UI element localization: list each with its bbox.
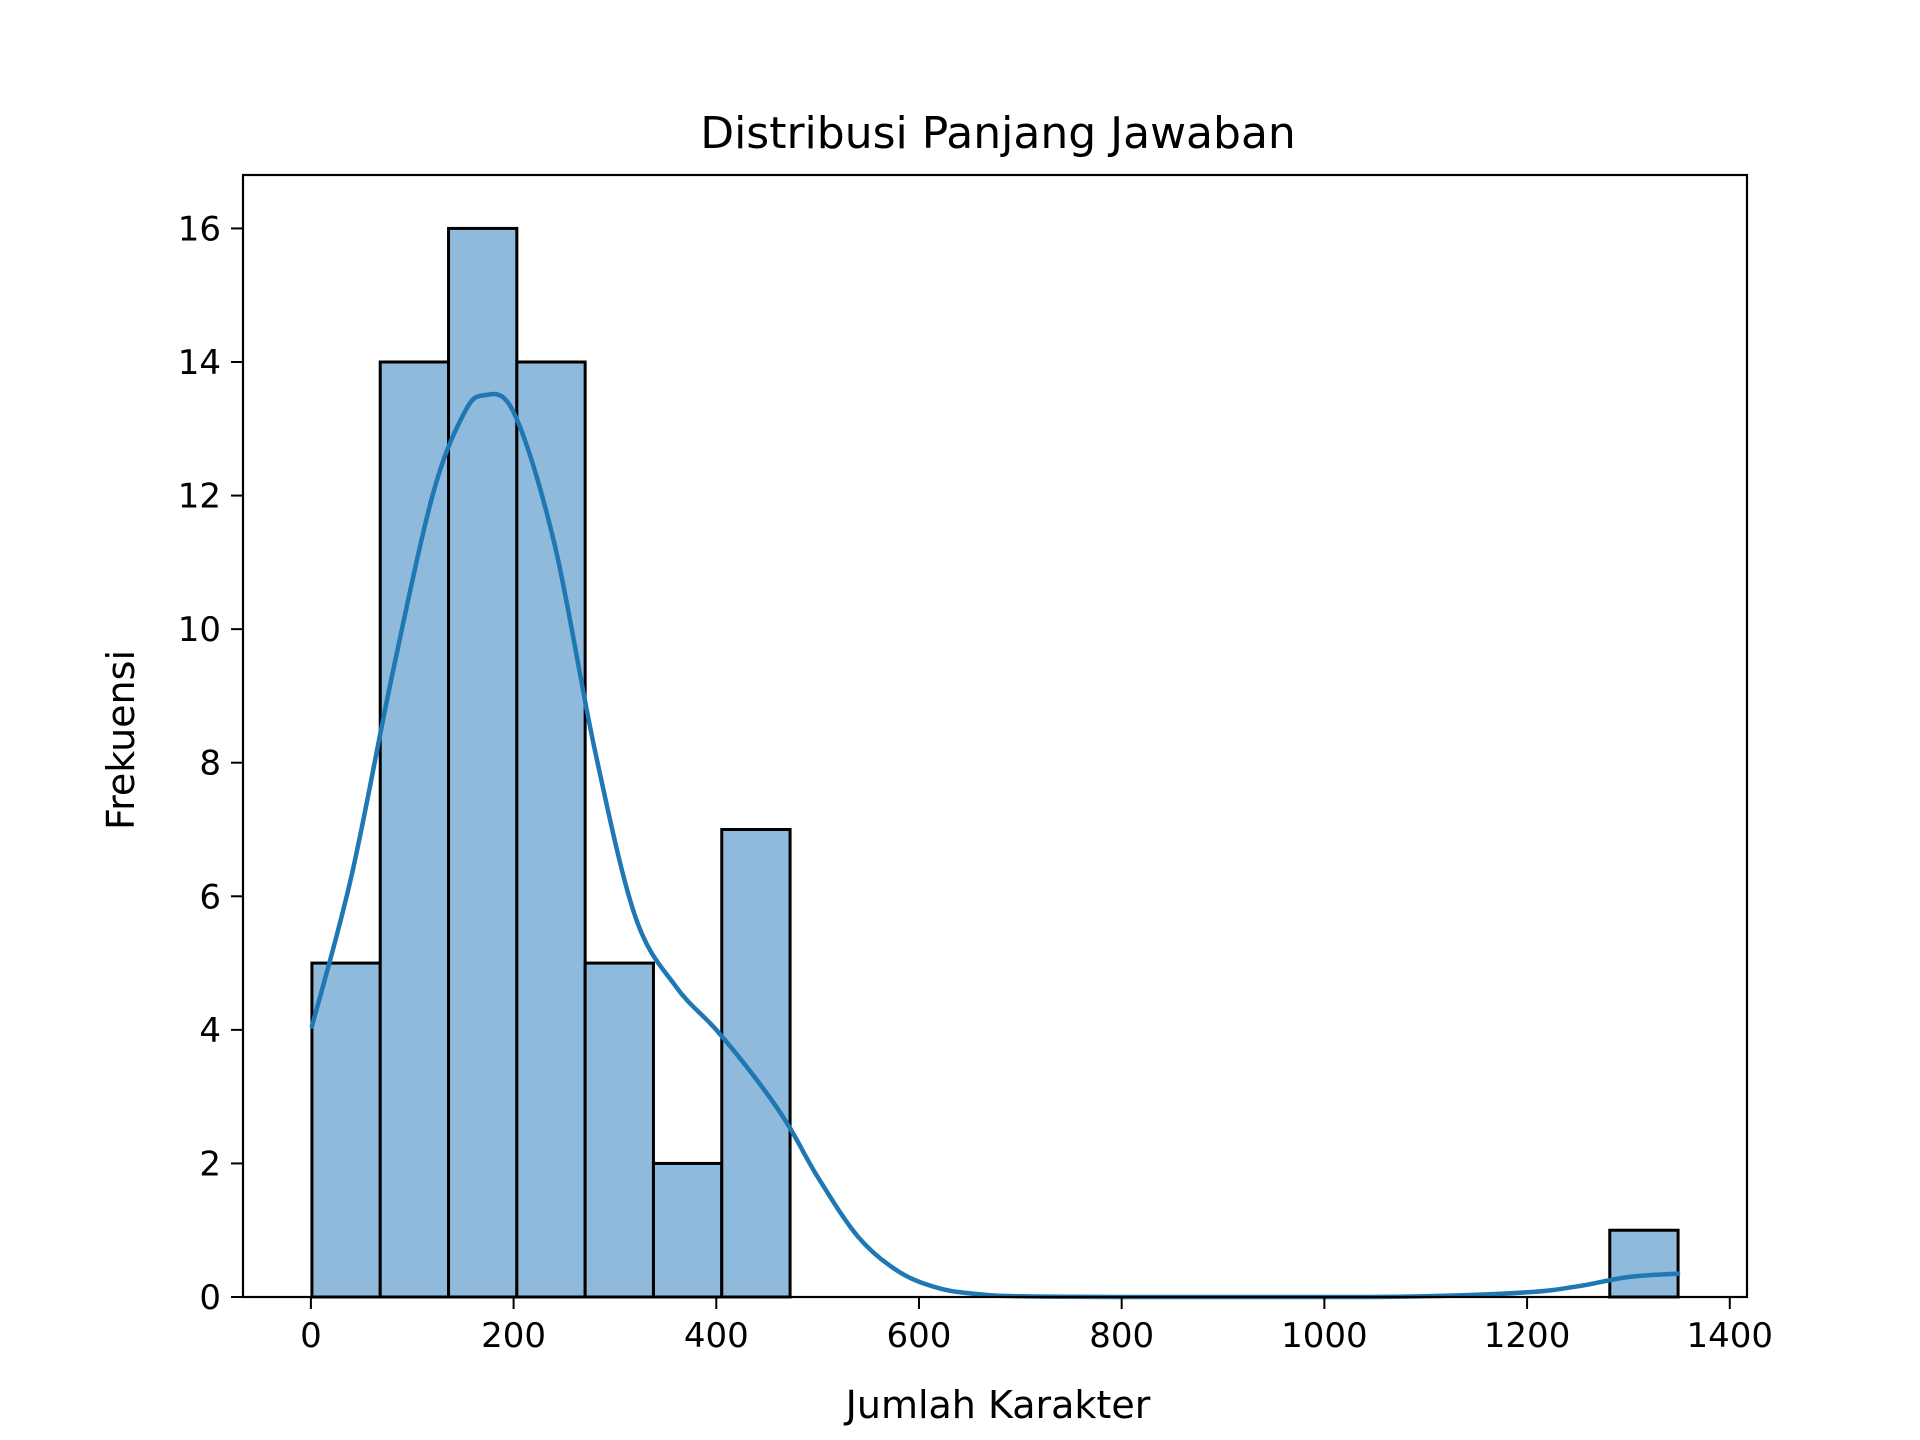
histogram-bar-5 (651, 1161, 724, 1299)
x-tick-label: 800 (1089, 1316, 1154, 1356)
y-tick-label: 0 (199, 1278, 221, 1318)
x-axis-label: Jumlah Karakter (844, 1383, 1151, 1427)
x-axis: 0 200 400 600 800 1000 1200 1400 (300, 1297, 1773, 1356)
x-tick-label: 1000 (1281, 1316, 1368, 1356)
chart-title: Distribusi Panjang Jawaban (700, 108, 1296, 159)
axes-frame (241, 173, 1749, 1299)
y-tick-label: 14 (178, 343, 221, 383)
y-axis-label: Frekuensi (99, 650, 143, 830)
x-tick-label: 1400 (1687, 1316, 1774, 1356)
y-tick-label: 12 (178, 477, 221, 517)
histogram-bar-1 (378, 360, 451, 1299)
x-tick-label: 1200 (1484, 1316, 1571, 1356)
histogram-bar-3 (515, 360, 587, 1299)
y-tick-label: 6 (199, 877, 221, 917)
histogram-bar-19 (1608, 1228, 1680, 1299)
bars-group (310, 226, 1680, 1299)
y-tick-label: 2 (199, 1144, 221, 1184)
x-tick-label: 400 (684, 1316, 749, 1356)
histogram-bar-4 (583, 961, 655, 1299)
y-axis: 0 2 4 6 8 10 12 14 16 (178, 209, 243, 1318)
histogram-bar-6 (720, 828, 792, 1299)
y-tick-label: 10 (178, 610, 221, 650)
x-tick-label: 0 (300, 1316, 322, 1356)
x-tick-label: 600 (887, 1316, 952, 1356)
histogram-bar-2 (447, 226, 519, 1299)
y-tick-label: 8 (199, 744, 221, 784)
x-tick-label: 200 (481, 1316, 546, 1356)
histogram-bar-0 (310, 961, 382, 1299)
y-tick-label: 4 (199, 1011, 221, 1051)
y-tick-label: 16 (178, 209, 221, 249)
